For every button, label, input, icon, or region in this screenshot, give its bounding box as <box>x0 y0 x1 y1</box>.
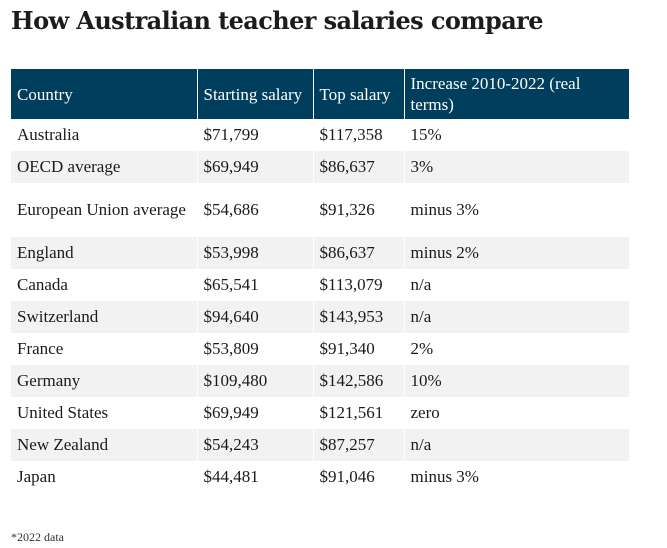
cell-top-salary: $91,046 <box>312 461 404 493</box>
table-row: European Union average $54,686 $91,326 m… <box>11 183 629 237</box>
column-header-top-salary: Top salary <box>312 69 404 119</box>
cell-increase: 10% <box>403 365 629 397</box>
cell-top-salary: $86,637 <box>312 237 404 269</box>
cell-top-salary: $113,079 <box>312 269 404 301</box>
cell-country: England <box>11 237 197 269</box>
cell-country: France <box>11 333 197 365</box>
cell-top-salary: $91,340 <box>312 333 404 365</box>
table-row: Japan $44,481 $91,046 minus 3% <box>11 461 629 493</box>
cell-country: OECD average <box>11 151 197 183</box>
footnote: *2022 data <box>11 530 64 544</box>
cell-starting-salary: $71,799 <box>196 119 313 151</box>
cell-country: European Union average <box>11 183 197 237</box>
cell-increase: 3% <box>403 151 629 183</box>
table-row: New Zealand $54,243 $87,257 n/a <box>11 429 629 461</box>
table-row: England $53,998 $86,637 minus 2% <box>11 237 629 269</box>
table-row: Canada $65,541 $113,079 n/a <box>11 269 629 301</box>
cell-increase: n/a <box>403 429 629 461</box>
salary-table: Country Starting salary Top salary Incre… <box>11 69 629 493</box>
column-header-country: Country <box>11 69 197 119</box>
cell-starting-salary: $69,949 <box>196 397 313 429</box>
column-header-increase: Increase 2010-2022 (real terms) <box>403 69 629 119</box>
column-header-starting-salary: Starting salary <box>196 69 313 119</box>
cell-increase: zero <box>403 397 629 429</box>
cell-top-salary: $117,358 <box>312 119 404 151</box>
header-row: Country Starting salary Top salary Incre… <box>11 69 629 119</box>
table-row: Australia $71,799 $117,358 15% <box>11 119 629 151</box>
page-title: How Australian teacher salaries compare <box>11 6 543 35</box>
table-row: United States $69,949 $121,561 zero <box>11 397 629 429</box>
cell-increase: minus 3% <box>403 461 629 493</box>
table-row: Germany $109,480 $142,586 10% <box>11 365 629 397</box>
cell-starting-salary: $44,481 <box>196 461 313 493</box>
cell-increase: n/a <box>403 301 629 333</box>
cell-increase: minus 3% <box>403 183 629 237</box>
cell-top-salary: $142,586 <box>312 365 404 397</box>
cell-top-salary: $91,326 <box>312 183 404 237</box>
cell-starting-salary: $54,243 <box>196 429 313 461</box>
cell-increase: minus 2% <box>403 237 629 269</box>
cell-top-salary: $143,953 <box>312 301 404 333</box>
cell-country: Switzerland <box>11 301 197 333</box>
cell-starting-salary: $69,949 <box>196 151 313 183</box>
cell-top-salary: $87,257 <box>312 429 404 461</box>
cell-starting-salary: $94,640 <box>196 301 313 333</box>
cell-starting-salary: $65,541 <box>196 269 313 301</box>
cell-country: Germany <box>11 365 197 397</box>
cell-starting-salary: $54,686 <box>196 183 313 237</box>
cell-top-salary: $86,637 <box>312 151 404 183</box>
cell-starting-salary: $53,998 <box>196 237 313 269</box>
table-row: France $53,809 $91,340 2% <box>11 333 629 365</box>
cell-country: New Zealand <box>11 429 197 461</box>
cell-top-salary: $121,561 <box>312 397 404 429</box>
table-body: Australia $71,799 $117,358 15% OECD aver… <box>11 119 629 493</box>
cell-increase: 2% <box>403 333 629 365</box>
cell-increase: n/a <box>403 269 629 301</box>
cell-starting-salary: $53,809 <box>196 333 313 365</box>
cell-country: United States <box>11 397 197 429</box>
cell-country: Canada <box>11 269 197 301</box>
cell-starting-salary: $109,480 <box>196 365 313 397</box>
table-header: Country Starting salary Top salary Incre… <box>11 69 629 119</box>
cell-country: Japan <box>11 461 197 493</box>
cell-increase: 15% <box>403 119 629 151</box>
cell-country: Australia <box>11 119 197 151</box>
table-row: OECD average $69,949 $86,637 3% <box>11 151 629 183</box>
table-row: Switzerland $94,640 $143,953 n/a <box>11 301 629 333</box>
